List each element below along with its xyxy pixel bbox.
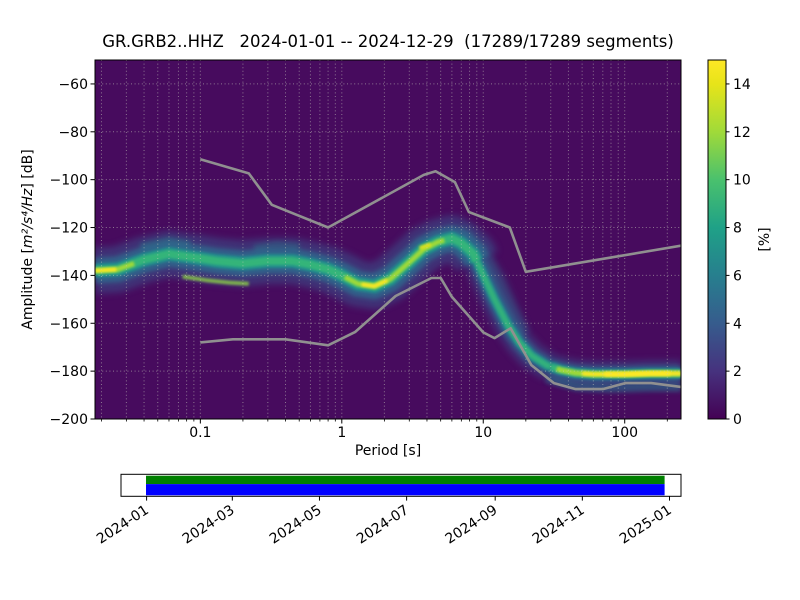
colorbar-tick-label: 12 [733,125,751,141]
x-axis-tick-label: 100 [611,425,638,441]
y-axis-label: Amplitude [m²/s⁴/Hz] [dB] [20,149,36,329]
x-axis-label: Period [s] [355,443,421,459]
timeline-date-label: 2025-01 [617,502,675,547]
timeline-layer: 2024-01 2024-03 2024-05 2024-07 2024-09 2024-… [94,473,682,548]
plot-frame [94,59,682,420]
y-axis-tick-label: −60 [58,77,88,93]
y-axis-tick-label: −120 [50,221,88,237]
coverage-bar-blue [146,484,665,496]
colorbar-tick-label: 14 [733,77,751,93]
colorbar-frame [707,59,727,420]
ppsd-density-band [182,274,249,286]
x-axis-tick-label: 10 [474,425,492,441]
timeline-date-label: 2024-03 [180,502,238,547]
colorbar-tick-label: 10 [733,173,751,189]
x-axis-tick-label: 1 [337,425,346,441]
ppsd-density-band [343,237,445,289]
ppsd-density-band [418,242,432,250]
timeline-date-label: 2024-09 [443,502,501,547]
grid-layer [95,60,681,419]
y-axis-tick-label: −200 [50,412,88,428]
colorbar-layer: 0 2 4 6 8 10 12 14 [707,59,751,428]
y-axis-tick-label: −160 [50,316,88,332]
colorbar-tick-label: 4 [733,316,742,332]
ppsd-density-band [361,278,389,289]
low-noise-model-line [200,276,681,391]
coverage-bar-green [146,475,665,485]
colorbar-tick-label: 0 [733,412,742,428]
y-axis-tick-label: −100 [50,173,88,189]
ppsd-density-band [253,241,300,254]
timeline-date-label: 2024-05 [267,502,325,547]
colorbar-label: [%] [757,227,773,251]
y-axis-tick-label: −140 [50,268,88,284]
ppsd-density-band [604,371,671,377]
high-noise-model-line [199,158,681,274]
timeline-frame [120,473,682,497]
colorbar-gradient [708,60,726,419]
y-axis-label-units: m²/s⁴/Hz [20,188,36,248]
y-axis-label-suffix: ] [dB] [20,149,36,188]
colorbar-tick-label: 8 [733,221,742,237]
y-axis-tick-label: −180 [50,364,88,380]
timeline-date-label: 2024-07 [354,502,412,547]
colorbar-tick-label: 2 [733,364,742,380]
noise-model-layer [199,158,681,391]
y-axis-label-prefix: Amplitude [ [20,248,36,330]
colorbar-tick-label: 6 [733,268,742,284]
timeline-date-label: 2024-01 [94,502,152,547]
ppsd-density-band [95,267,117,273]
axes-layer: 0.1 1 10 100 −60 −80 −100 −120 −140 −160 −180 −200 [50,59,682,441]
x-axis-tick-label: 0.1 [189,425,211,441]
plot-title: GR.GRB2..HHZ 2024-01-01 -- 2024-12-29 (1… [102,32,674,51]
y-axis-tick-label: −80 [58,125,88,141]
timeline-date-label: 2024-11 [530,502,588,547]
